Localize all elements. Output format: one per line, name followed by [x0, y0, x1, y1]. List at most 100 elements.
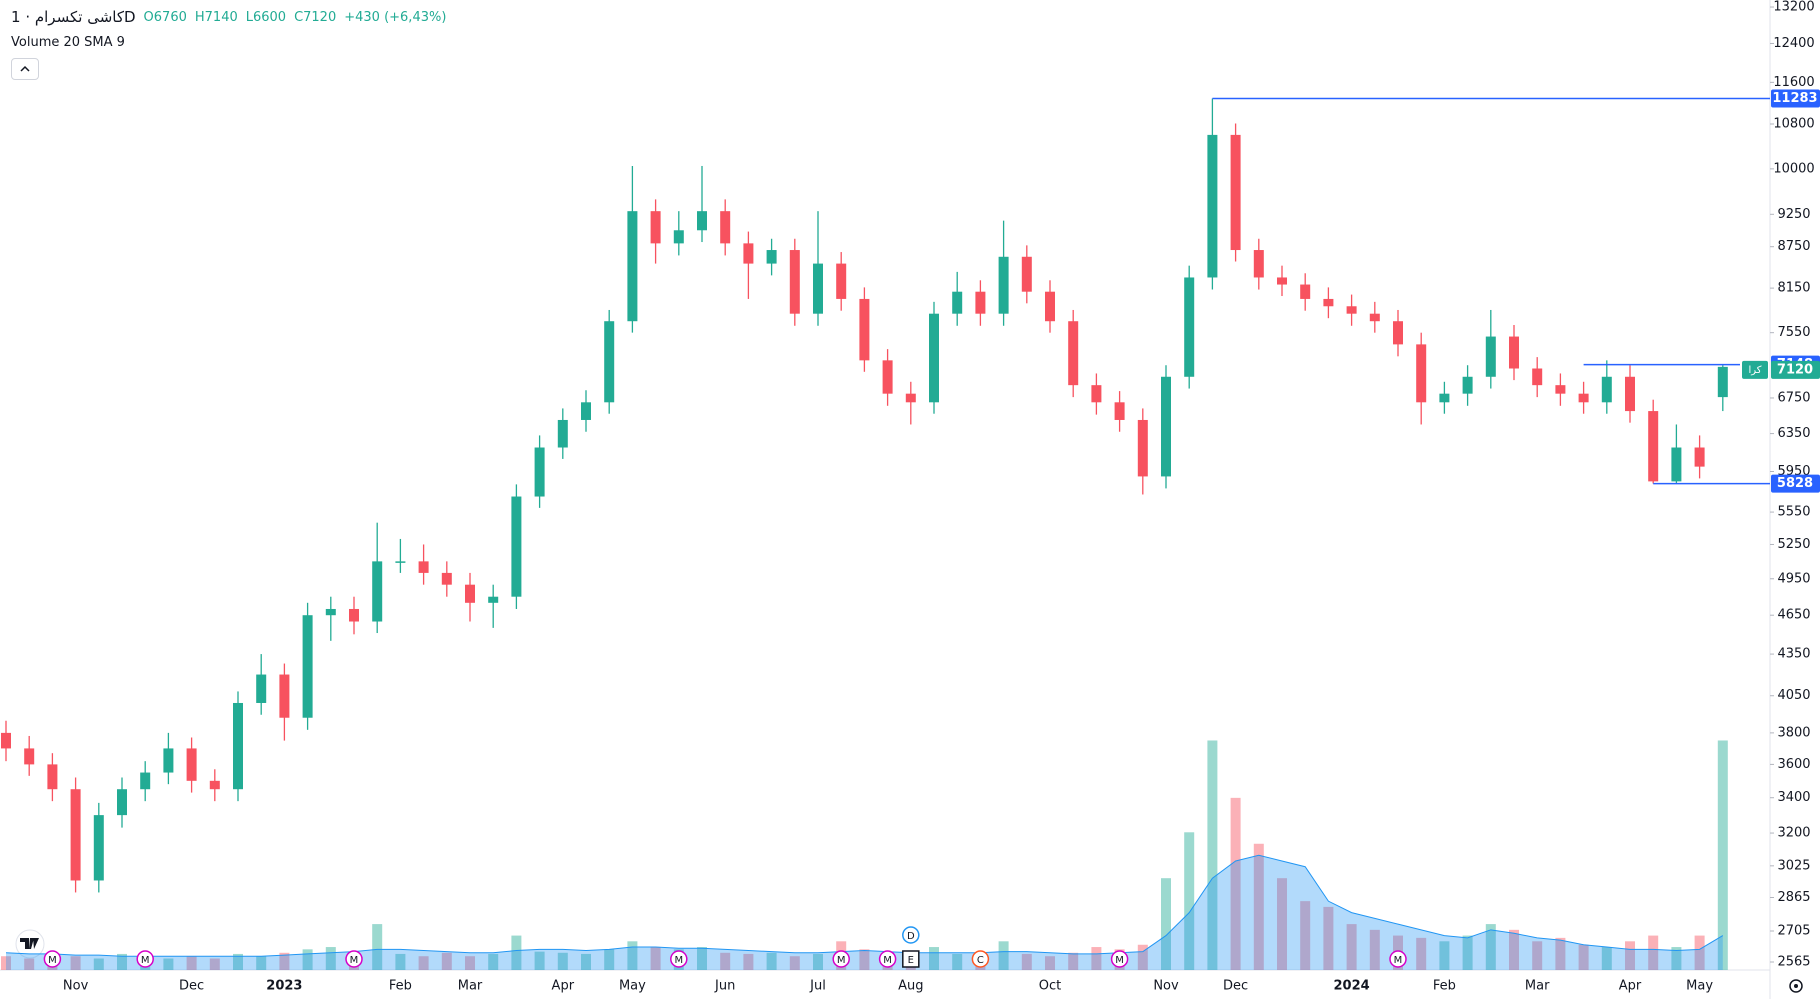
volume-bar [488, 953, 499, 970]
volume-bar [325, 947, 336, 970]
candle-body [1253, 250, 1264, 278]
volume-bar [743, 953, 754, 970]
candle-body [1091, 385, 1102, 403]
candle-body [1068, 321, 1079, 386]
volume-bar [1369, 929, 1380, 970]
event-label: M [1394, 955, 1403, 966]
volume-bar [117, 953, 127, 970]
x-tick-label: Mar [458, 979, 483, 994]
volume-bar [24, 958, 35, 970]
event-marker [136, 950, 154, 968]
candle-body [952, 291, 963, 314]
price-label: 5828 [1777, 476, 1813, 491]
event-label: M [350, 955, 359, 966]
event-label: M [674, 955, 683, 966]
y-tick-label: 11600 [1773, 75, 1814, 90]
y-tick-label: 3200 [1777, 826, 1810, 841]
settings-icon[interactable] [1789, 979, 1803, 993]
volume-bar [952, 953, 963, 970]
low: L6600 [245, 9, 287, 25]
candle-body [163, 748, 174, 773]
x-tick-label: 2023 [266, 979, 302, 994]
candle-body [929, 313, 939, 403]
candle-body [372, 561, 383, 622]
candle-body [859, 298, 870, 361]
candle-body [117, 789, 127, 816]
volume-bar [1, 956, 11, 970]
last-price-label: 7120 [1777, 362, 1813, 377]
volume-bar [557, 952, 568, 970]
volume-bar [418, 956, 429, 970]
candle-body [1230, 134, 1241, 251]
price-label-bg [1771, 89, 1820, 108]
candle-body [1323, 298, 1334, 307]
volume-bar [163, 958, 174, 970]
candle-body [882, 360, 893, 394]
candle-body [279, 674, 290, 718]
y-tick-label: 4650 [1777, 608, 1810, 623]
x-tick-label: Mar [1525, 979, 1550, 994]
candle-body [1277, 277, 1287, 285]
price-label-bg [1771, 474, 1820, 493]
y-tick-label: 5550 [1777, 505, 1810, 520]
candle-body [1021, 256, 1032, 292]
candle-body [1578, 393, 1589, 403]
candle-body [1694, 447, 1705, 467]
candle-body [650, 211, 661, 244]
volume-bar [1509, 929, 1519, 970]
candle-body [697, 211, 707, 231]
volume-bar [1578, 944, 1589, 970]
volume-bar [998, 941, 1009, 970]
x-tick-label: Nov [1153, 979, 1179, 994]
volume-bar [1671, 947, 1682, 970]
legend: کاشی تکسرام · 1D O6760 H7140 L6600 C7120… [11, 8, 446, 26]
event-marker [902, 950, 920, 968]
candle-body [1300, 284, 1311, 299]
candle-body [1648, 411, 1659, 482]
volume-bar [813, 953, 823, 970]
x-tick-label: Oct [1039, 979, 1061, 994]
candle-body [1555, 385, 1566, 394]
x-tick-label: Jun [714, 979, 735, 994]
candle-body [789, 250, 800, 314]
last-price-tag: کرا [1748, 365, 1761, 376]
candle-body [465, 584, 475, 603]
y-tick-label: 10000 [1773, 161, 1814, 176]
candle-body [349, 608, 359, 622]
collapse-icon [20, 65, 30, 72]
volume-bar [1277, 878, 1287, 970]
y-tick-label: 2705 [1777, 924, 1810, 939]
y-tick-label: 6750 [1777, 390, 1810, 405]
volume-bar [1601, 947, 1612, 970]
volume-bar [465, 956, 475, 970]
volume-bar [441, 952, 452, 970]
volume-bar [929, 947, 939, 970]
candle-body [511, 496, 522, 597]
candle-body [534, 447, 545, 497]
volume-bar [1253, 843, 1264, 970]
event-marker [670, 950, 688, 968]
collapse-button[interactable] [11, 58, 39, 80]
event-marker [1389, 950, 1407, 968]
volume-bar [1300, 901, 1311, 970]
candle-body [233, 702, 243, 790]
volume-bar [1532, 941, 1543, 970]
volume-bar [1648, 935, 1659, 970]
close: C7120 [294, 9, 337, 25]
candle-body [1509, 336, 1519, 369]
y-tick-label: 4950 [1777, 571, 1810, 586]
candle-body [581, 402, 591, 420]
candle-body [1601, 376, 1612, 403]
event-label: M [48, 955, 57, 966]
candle-body [1416, 344, 1427, 403]
candle-body [395, 561, 406, 563]
event-label: D [907, 931, 915, 942]
volume-bar [395, 953, 406, 970]
event-marker [878, 950, 897, 968]
y-tick-label: 3400 [1777, 790, 1810, 805]
y-tick-label: 3800 [1777, 725, 1810, 740]
y-tick-label: 8150 [1777, 281, 1810, 296]
y-tick-label: 13200 [1773, 0, 1814, 15]
candle-body [766, 250, 777, 264]
volume-bar [1207, 740, 1218, 970]
